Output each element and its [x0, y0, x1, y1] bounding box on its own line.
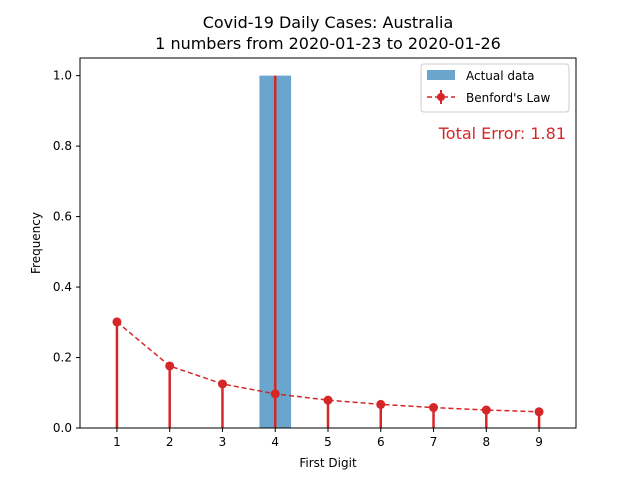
plot-area [112, 75, 544, 428]
legend-box [420, 63, 570, 113]
x-tick-label-8: 8 [482, 435, 490, 449]
benfords-law-point-1 [112, 317, 122, 327]
y-axis: 0.0 0.2 0.4 0.6 0.8 1.0 [53, 69, 80, 435]
x-tick-label-4: 4 [271, 435, 279, 449]
y-tick-label-5: 1.0 [53, 69, 72, 83]
x-tick-label-7: 7 [430, 435, 438, 449]
axes-frame [79, 57, 577, 429]
y-tick-label-2: 0.4 [53, 280, 72, 294]
x-tick-label-2: 2 [166, 435, 174, 449]
benfords-law-point-4 [270, 389, 280, 399]
y-tick-label-1: 0.2 [53, 351, 72, 365]
x-tick-label-6: 6 [377, 435, 385, 449]
x-tick-label-3: 3 [219, 435, 227, 449]
benfords-law-point-7 [429, 403, 439, 413]
y-tick-label-3: 0.6 [53, 210, 72, 224]
legend-label-actual-data: Actual data [466, 69, 534, 83]
x-tick-label-1: 1 [113, 435, 121, 449]
benfords-law-point-2 [165, 361, 175, 371]
y-tick-label-0: 0.0 [53, 421, 72, 435]
benfords-law-point-8 [481, 405, 491, 415]
total-error-annotation: Total Error: 1.81 [438, 124, 566, 143]
x-tick-label-5: 5 [324, 435, 332, 449]
benfords-law-line [116, 321, 540, 413]
x-axis: 1 2 3 4 5 6 7 8 9 [113, 428, 543, 449]
legend-swatch-actual-data [427, 70, 455, 80]
legend: Actual data Benford's Law [420, 63, 570, 113]
benfords-law-point-6 [376, 399, 386, 409]
y-tick-label-4: 0.8 [53, 139, 72, 153]
chart-subtitle: 1 numbers from 2020-01-23 to 2020-01-26 [155, 34, 501, 53]
legend-swatch-marker [437, 93, 445, 101]
benfords-law-point-9 [534, 407, 544, 417]
benfords-law-point-3 [217, 379, 227, 389]
chart-title: Covid-19 Daily Cases: Australia [203, 13, 454, 32]
y-axis-label: Frequency [29, 212, 43, 274]
legend-label-benfords-law: Benford's Law [466, 91, 551, 105]
x-axis-label: First Digit [299, 456, 357, 470]
benfords-law-point-5 [323, 395, 333, 405]
x-tick-label-9: 9 [535, 435, 543, 449]
